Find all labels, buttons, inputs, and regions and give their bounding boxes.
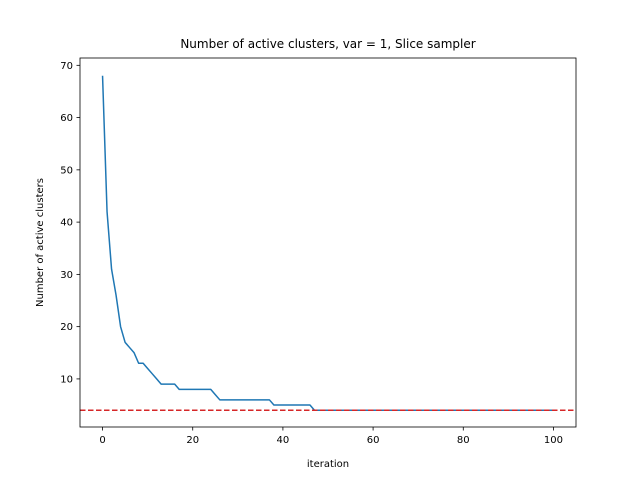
y-tick-label: 10	[60, 374, 73, 385]
x-tick-label: 40	[277, 435, 290, 446]
x-tick-label: 100	[544, 435, 563, 446]
plot-area	[80, 75, 576, 412]
y-tick-label: 20	[60, 322, 73, 333]
chart-title: Number of active clusters, var = 1, Slic…	[180, 37, 475, 51]
y-tick-label: 50	[60, 165, 73, 176]
y-axis-label: Number of active clusters	[35, 178, 46, 307]
y-tick-label: 70	[60, 61, 73, 72]
series-line-0	[101, 75, 554, 412]
x-tick-label: 0	[99, 435, 105, 446]
y-tick-label: 40	[60, 218, 73, 229]
y-axis: 10 20 30 40 50 60 70	[60, 61, 80, 385]
x-tick-label: 20	[186, 435, 199, 446]
y-tick-label: 30	[60, 270, 73, 281]
y-tick-label: 60	[60, 113, 73, 124]
x-axis: 0 20 40 60 80 100	[99, 427, 563, 446]
x-tick-label: 60	[367, 435, 380, 446]
x-axis-label: iteration	[307, 459, 349, 470]
axes-frame	[79, 57, 577, 428]
x-tick-label: 80	[457, 435, 470, 446]
